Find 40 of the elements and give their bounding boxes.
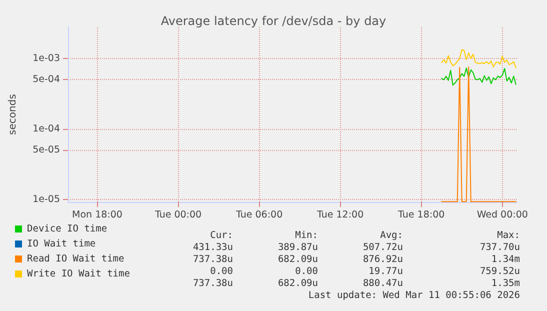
- line-series: [441, 68, 516, 86]
- x-tick-label: Tue 12:00: [316, 210, 364, 220]
- text: 389.87u: [278, 242, 318, 253]
- text: 682.09u: [278, 278, 318, 289]
- text: 682.09u: [278, 254, 318, 265]
- text: 1.34m: [491, 254, 520, 265]
- text: 737.38u: [192, 278, 233, 289]
- text: 507.72u: [362, 242, 403, 253]
- legend-label: IO Wait time: [27, 238, 96, 250]
- text: 876.92u: [362, 254, 403, 265]
- text: 737.38u: [192, 254, 233, 265]
- y-tick-label: 1e-05: [32, 194, 60, 205]
- text: 759.52u: [480, 266, 520, 277]
- text: Min:: [295, 230, 318, 241]
- text: 0.00: [210, 266, 233, 277]
- y-axis-title: seconds: [8, 94, 18, 135]
- text: 0.00: [295, 266, 318, 277]
- chart-title: Average latency for /dev/sda - by day: [160, 14, 386, 28]
- text: 19.77u: [368, 266, 403, 277]
- y-tick-label: 1e-03: [32, 53, 60, 64]
- text: Last update: Wed Mar 11 00:55:06 2026: [308, 290, 520, 301]
- x-tick-label: Tue 00:00: [154, 210, 202, 220]
- x-tick-label: Mon 18:00: [72, 210, 122, 220]
- line-series: [441, 49, 516, 68]
- text: Max:: [497, 230, 520, 241]
- x-tick-label: Wed 00:00: [476, 210, 528, 220]
- text: Avg:: [380, 230, 403, 241]
- y-tick-label: 1e-04: [32, 123, 60, 134]
- text: 880.47u: [362, 278, 403, 289]
- legend-label: Write IO Wait time: [27, 268, 130, 280]
- legend-label: Device IO time: [27, 224, 108, 234]
- y-tick-label: 5e-05: [32, 144, 60, 156]
- legend-label: Read IO Wait time: [27, 254, 125, 264]
- text: 737.70u: [480, 242, 520, 253]
- text: 1.35m: [491, 278, 520, 289]
- y-tick-label: 5e-04: [32, 74, 60, 86]
- x-tick-label: Tue 06:00: [234, 210, 283, 220]
- x-tick-label: Tue 18:00: [397, 210, 445, 220]
- text: 431.33u: [192, 242, 233, 253]
- text: Cur:: [210, 230, 233, 241]
